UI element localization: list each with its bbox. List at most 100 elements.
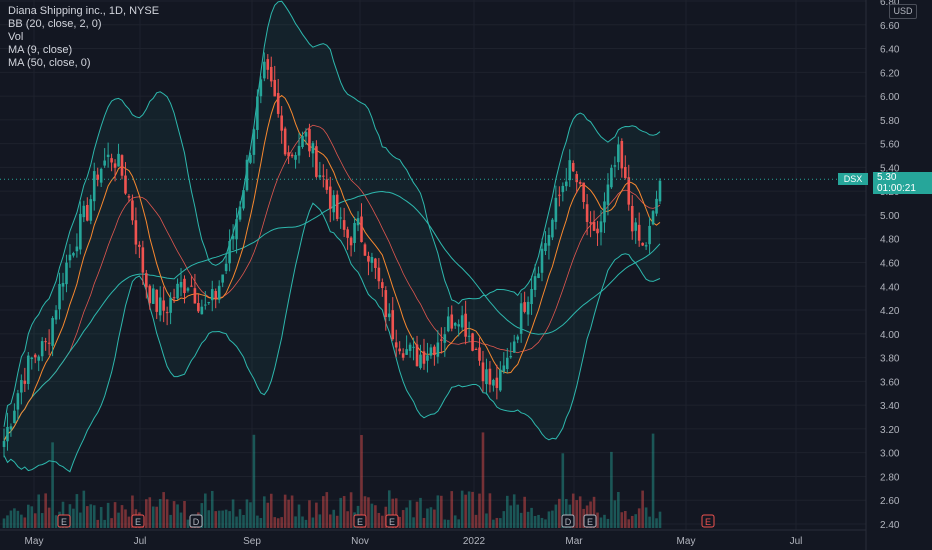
legend-vol[interactable]: Vol [8,31,24,43]
volume-bar [499,518,502,528]
price-tick-label: 4.80 [880,235,900,246]
volume-bar [30,506,34,528]
candle-body [40,341,44,357]
candle-body [120,155,124,176]
volume-bar [519,512,523,528]
candle-body [235,219,238,240]
volume-bar [86,506,89,528]
volume-bar [429,507,433,528]
candle-body [433,346,436,356]
volume-bar [179,512,183,528]
volume-bar [40,513,44,528]
legend-ma50[interactable]: MA (50, close, 0) [8,57,91,69]
volume-bar [474,514,478,528]
event-marker-label: E [135,517,141,527]
candle-body [592,221,596,231]
candle-body [502,365,506,372]
volume-bar [558,498,561,528]
candle-body [519,303,523,334]
candle-body [558,194,561,196]
candle-body [141,247,145,273]
candle-body [578,182,582,184]
legend-ma9[interactable]: MA (9, close) [8,44,73,56]
volume-bar [367,497,370,528]
volume-bar [328,514,332,528]
volume-bar [526,511,530,528]
volume-bar [37,494,41,528]
volume-bar [256,515,259,528]
volume-bar [235,516,238,528]
volume-bar [453,515,457,528]
volume-bar [644,507,648,528]
candle-body [613,165,617,167]
volume-bar [44,493,47,528]
volume-bar [245,499,249,528]
candle-body [224,263,228,272]
candle-body [488,368,492,385]
volume-bar [603,514,606,528]
volume-bar [360,435,363,528]
candle-body [596,228,599,234]
candle-body [217,285,221,300]
volume-bar [381,515,384,528]
volume-bar [578,496,582,528]
candle-body [322,175,325,177]
volume-bar [20,514,23,528]
price-tick-label: 6.60 [880,21,900,32]
candle-body [294,155,297,160]
volume-bar [637,508,641,528]
candle-body [408,344,412,351]
price-tick-label: 5.80 [880,116,900,127]
candle-body [200,306,204,315]
candle-body [172,297,176,299]
volume-bar [79,512,82,528]
candle-body [301,135,304,148]
candle-body [381,282,384,289]
candle-body [589,222,592,224]
candle-body [315,146,318,177]
volume-bar [33,513,37,528]
currency-badge[interactable]: USD [889,4,917,19]
candle-body [197,303,200,312]
price-tick-label: 2.80 [880,472,900,483]
candle-body [571,162,575,172]
volume-bar [148,497,152,528]
volume-bar [221,510,224,528]
candle-body [533,276,537,290]
volume-bar [318,514,322,528]
time-tick-label: Nov [351,536,369,547]
volume-bar [415,501,419,528]
ma9-line [3,94,661,442]
volume-bar [169,514,172,528]
time-tick-label: Sep [243,536,261,547]
volume-bar [106,502,110,528]
volume-bar [374,505,377,528]
candle-body [134,220,138,245]
event-marker [583,514,597,528]
time-tick-label: Jul [790,536,803,547]
event-marker [385,514,399,528]
candle-body [651,211,655,225]
event-marker-label: D [565,517,572,527]
volume-bar [571,493,575,528]
volume-bar [120,505,124,528]
volume-bar [72,508,75,528]
volume-bar [509,505,513,528]
legend-bb[interactable]: BB (20, close, 2, 0) [8,18,102,30]
volume-bar [311,517,315,528]
candle-body [637,224,641,241]
volume-bar [412,517,415,528]
candle-body [79,213,82,250]
candle-body [655,198,658,214]
candle-body [603,201,606,223]
volume-bar [547,511,551,528]
volume-bar [145,499,148,528]
volume-bar [460,490,464,528]
volume-bar [370,503,374,528]
candle-body [467,335,471,337]
volume-bar [158,498,162,528]
time-tick-label: May [25,536,44,547]
volume-bar [165,499,169,528]
candle-body [537,273,540,278]
